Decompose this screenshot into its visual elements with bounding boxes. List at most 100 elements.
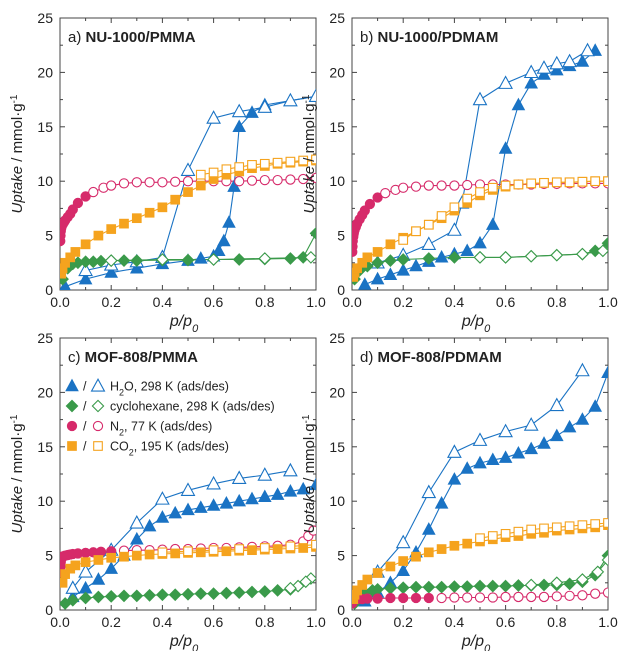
data-point-CO2-des — [398, 235, 409, 245]
data-point-N2-des — [487, 592, 498, 603]
data-point-H2O-des — [447, 444, 462, 458]
data-point-H2O-ads — [575, 54, 590, 67]
data-point-H2O-ads — [460, 461, 475, 474]
data-point-cyclohexane-des — [550, 248, 564, 262]
x-axis-title: p/p0 — [169, 633, 199, 651]
data-point-H2O-des — [421, 236, 437, 250]
data-point-H2O-ads — [434, 496, 449, 509]
plot-data — [60, 88, 316, 290]
data-point-H2O-ads — [485, 452, 500, 466]
data-point-cyclohexane-des — [576, 573, 589, 586]
data-point-H2O-ads — [245, 105, 259, 118]
panel-title: c) MOF-808/PMMA — [68, 349, 198, 366]
data-point-cyclohexane-ads — [435, 580, 448, 594]
data-point-N2-des — [118, 178, 130, 189]
data-point-H2O-ads — [296, 481, 311, 495]
data-point-H2O-des — [549, 55, 565, 70]
data-point-CO2-ads — [65, 252, 76, 263]
data-point-cyclohexane-des — [156, 253, 169, 266]
data-point-CO2-des — [551, 522, 562, 533]
data-point-CO2-des — [564, 177, 575, 188]
data-point-H2O-ads — [549, 62, 564, 76]
data-point-CO2-ads — [60, 257, 70, 268]
data-point-cyclohexane-des — [524, 249, 538, 263]
data-point-cyclohexane-ads — [601, 236, 608, 250]
data-point-cyclohexane-ads — [181, 253, 195, 267]
data-point-H2O-ads — [78, 580, 93, 594]
data-point-H2O-ads — [549, 428, 564, 442]
data-point-cyclohexane-ads — [194, 587, 208, 601]
data-point-N2-ads — [398, 592, 409, 604]
data-point-H2O-des — [580, 42, 595, 57]
data-point-N2-des — [308, 525, 316, 536]
series-line-H2O-ads — [72, 484, 316, 598]
data-point-H2O-des — [498, 423, 513, 438]
data-point-N2-ads — [72, 197, 84, 209]
data-point-H2O-ads — [155, 510, 170, 523]
legend-slash: / — [83, 380, 87, 394]
data-point-N2-des — [88, 186, 99, 198]
data-point-H2O-ads — [524, 75, 539, 89]
data-point-cyclohexane-des — [524, 578, 538, 592]
data-point-H2O-ads — [78, 271, 93, 285]
data-point-cyclohexane-ads — [473, 579, 487, 593]
data-point-CO2-des — [311, 154, 316, 165]
x-tick-label: 0.6 — [496, 614, 516, 630]
data-point-H2O-ads — [396, 263, 411, 276]
data-point-H2O-ads — [562, 419, 577, 433]
data-point-cyclohexane-des — [473, 250, 487, 264]
data-point-H2O-ads — [511, 97, 526, 111]
data-point-CO2-des — [462, 193, 473, 204]
data-point-CO2-ads — [70, 560, 81, 571]
data-point-H2O-des — [231, 470, 247, 485]
x-tick-label: 0.2 — [393, 614, 413, 630]
legend-slash: / — [83, 420, 87, 434]
data-point-N2-des — [106, 180, 117, 191]
data-point-H2O-ads — [575, 412, 590, 425]
data-point-cyclohexane-ads — [309, 227, 316, 240]
data-point-H2O-ads — [193, 500, 208, 513]
data-point-CO2-ads — [362, 574, 373, 585]
y-tick-label: 0 — [337, 602, 345, 618]
x-tick-label: 0.8 — [547, 614, 567, 630]
data-point-H2O-des — [206, 475, 221, 490]
data-point-N2-des — [157, 177, 168, 188]
data-point-cyclohexane-ads — [143, 588, 156, 602]
legend-label: N2, 77 K (ads/des) — [110, 420, 212, 438]
data-point-CO2-ads — [80, 239, 91, 250]
x-tick-label: 0.8 — [547, 294, 567, 310]
data-point-CO2-des — [311, 539, 316, 550]
y-tick-label: 0 — [45, 282, 53, 298]
data-point-H2O-des — [283, 462, 298, 477]
data-point-H2O-ads — [421, 522, 436, 535]
x-tick-label: 0.4 — [445, 614, 465, 630]
y-tick-label: 5 — [45, 228, 53, 244]
data-point-H2O-des — [129, 515, 145, 529]
data-point-H2O-des — [421, 484, 437, 499]
plot-data — [352, 42, 608, 290]
data-point-cyclohexane-ads — [181, 587, 195, 601]
x-tick-label: 0.0 — [50, 294, 70, 310]
x-tick-label: 0.8 — [255, 294, 275, 310]
data-point-N2-des — [131, 177, 142, 188]
y-tick-label: 15 — [329, 119, 345, 135]
data-point-H2O-ads — [222, 215, 236, 228]
data-point-N2-des — [602, 587, 608, 598]
series-line-H2O-des — [377, 50, 588, 264]
data-point-N2-des — [259, 174, 270, 186]
legend-marker-ads — [66, 420, 78, 432]
data-point-cyclohexane-des — [576, 247, 589, 261]
legend-marker-des — [90, 378, 106, 392]
data-point-CO2-des — [259, 158, 270, 169]
data-point-CO2-ads — [170, 548, 181, 559]
data-point-N2-des — [272, 174, 283, 186]
series-line-H2O-des — [72, 470, 291, 589]
data-point-H2O-ads — [537, 436, 551, 449]
data-point-N2-des — [564, 590, 575, 602]
data-point-N2-des — [513, 591, 524, 603]
data-point-N2-ads — [423, 592, 434, 604]
data-point-CO2-des — [157, 547, 168, 558]
data-point-cyclohexane-ads — [371, 256, 384, 270]
data-point-H2O-ads — [473, 455, 487, 469]
data-point-CO2-des — [475, 187, 485, 197]
